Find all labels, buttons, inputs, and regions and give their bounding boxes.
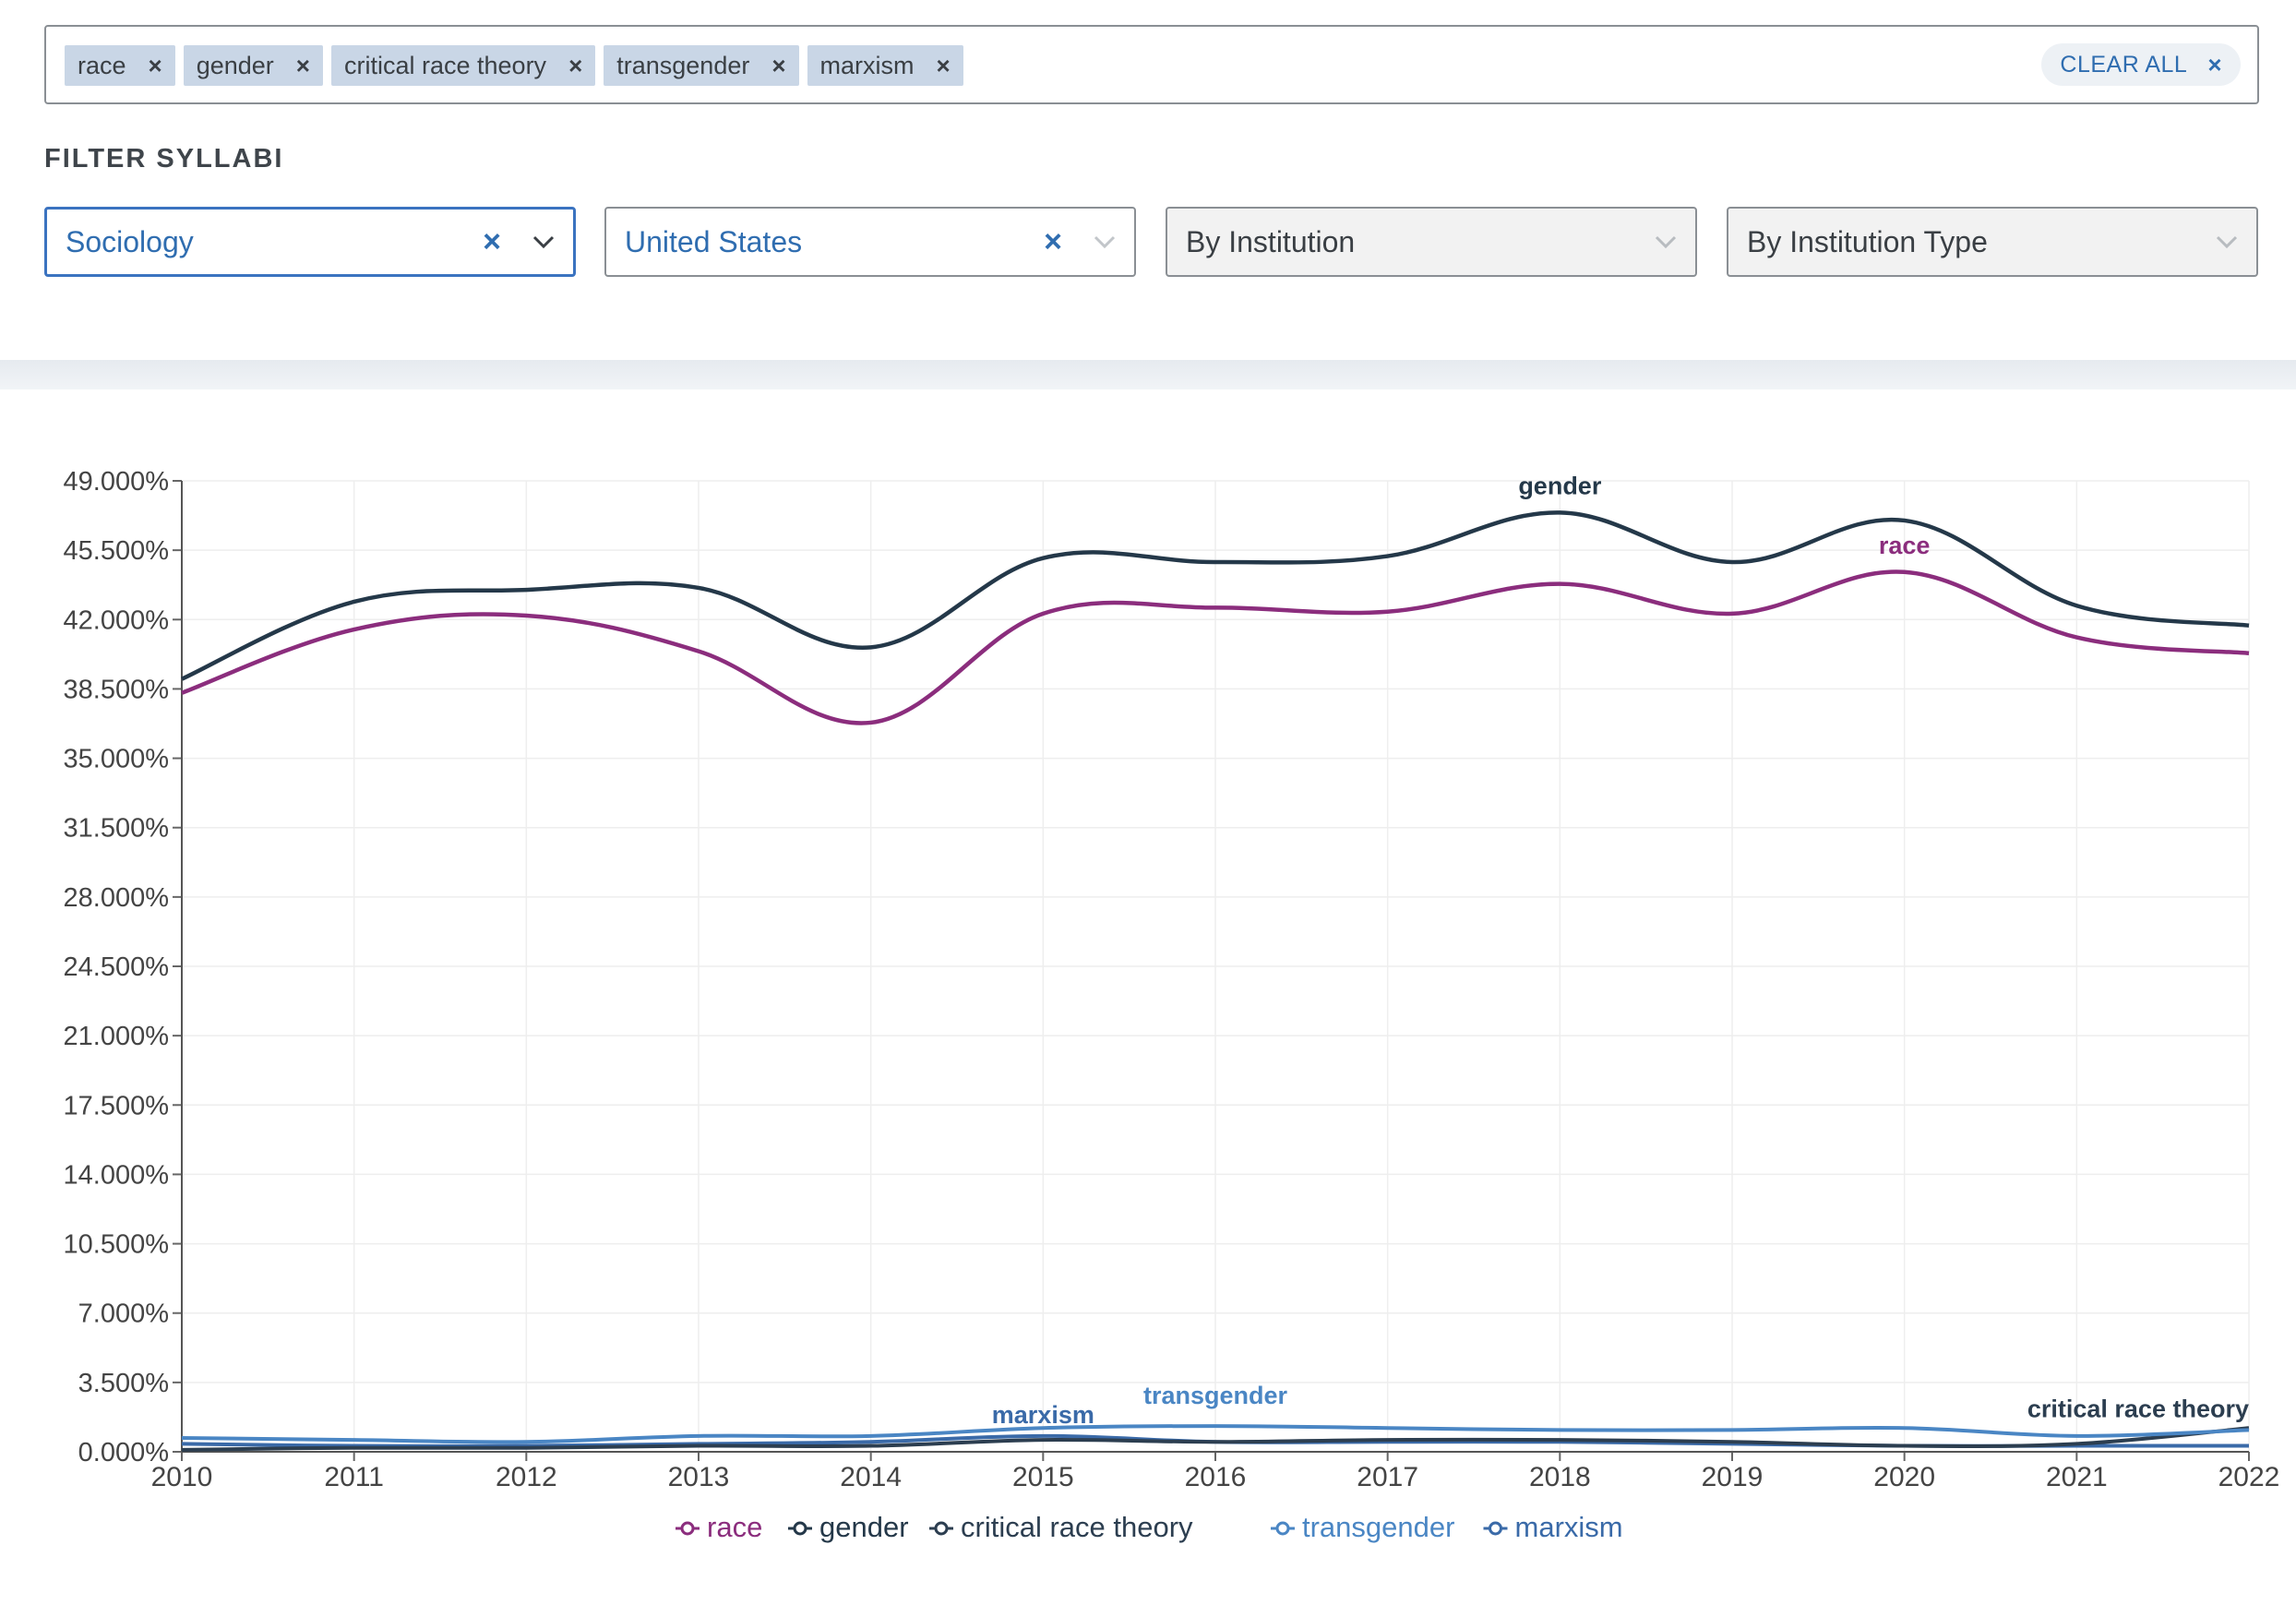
keyword-chips: race × gender × critical race theory × t… (65, 45, 963, 86)
field-clear-icon[interactable]: × (483, 223, 501, 259)
annotation-race: race (1879, 532, 1931, 559)
chip-label: marxism (819, 51, 915, 79)
clear-all-icon: × (2207, 50, 2222, 78)
legend-marker-icon (934, 1521, 949, 1536)
y-tick-label: 17.500% (64, 1091, 170, 1120)
field-select-value: Sociology (66, 224, 194, 258)
chip-race: race × (65, 45, 175, 86)
legend-item-race[interactable]: race (676, 1511, 762, 1543)
legend-marker-icon (793, 1521, 807, 1536)
clear-all-button[interactable]: CLEAR ALL × (2041, 43, 2241, 86)
legend-label: transgender (1302, 1511, 1454, 1543)
y-tick-label: 10.500% (64, 1230, 170, 1260)
annotation-marxism: marxism (992, 1401, 1094, 1429)
legend-marker-icon (680, 1521, 695, 1536)
series-line-gender (181, 510, 2250, 681)
country-clear-icon[interactable]: × (1044, 223, 1062, 259)
keyword-search-box[interactable]: race × gender × critical race theory × t… (44, 25, 2259, 104)
chip-remove-icon[interactable]: × (148, 51, 162, 79)
legend-label: race (707, 1511, 762, 1543)
y-tick-label: 31.500% (64, 814, 170, 844)
legend-item-transgender[interactable]: transgender (1271, 1511, 1454, 1543)
x-tick-label: 2019 (1702, 1462, 1764, 1492)
x-tick-label: 2018 (1529, 1462, 1591, 1492)
field-select[interactable]: Sociology × (44, 207, 576, 277)
y-tick-label: 14.000% (64, 1160, 170, 1190)
legend-label: gender (819, 1511, 909, 1543)
annotation-transgender: transgender (1143, 1382, 1288, 1409)
x-tick-label: 2015 (1012, 1462, 1074, 1492)
institution-type-select-value: By Institution Type (1747, 224, 1988, 258)
x-tick-label: 2012 (496, 1462, 557, 1492)
x-tick-label: 2021 (2046, 1462, 2108, 1492)
y-tick-label: 42.000% (64, 605, 170, 635)
chevron-down-icon[interactable] (2216, 231, 2238, 253)
institution-type-select[interactable]: By Institution Type (1727, 207, 2258, 277)
series-line-critical-race-theory (181, 1426, 2250, 1452)
filter-syllabi-heading: FILTER SYLLABI (44, 144, 284, 174)
y-tick-label: 35.000% (64, 745, 170, 774)
chip-remove-icon[interactable]: × (568, 51, 583, 79)
x-tick-label: 2020 (1873, 1462, 1935, 1492)
legend-item-critical-race-theory[interactable]: critical race theory (929, 1511, 1193, 1543)
legend-marker-icon (1275, 1521, 1290, 1536)
x-tick-label: 2016 (1185, 1462, 1247, 1492)
chevron-down-icon[interactable] (1094, 231, 1116, 253)
x-tick-label: 2013 (668, 1462, 730, 1492)
x-tick-label: 2011 (324, 1462, 384, 1492)
legend-marker-icon (1489, 1521, 1502, 1536)
y-tick-label: 38.500% (64, 675, 170, 704)
chip-marxism: marxism × (807, 45, 963, 86)
chip-gender: gender × (183, 45, 323, 86)
filter-panel: race × gender × critical race theory × t… (0, 0, 2296, 360)
annotation-gender: gender (1518, 472, 1602, 499)
chip-remove-icon[interactable]: × (771, 51, 786, 79)
legend-label: critical race theory (961, 1511, 1193, 1543)
legend-item-marxism[interactable]: marxism (1483, 1511, 1623, 1543)
chart-container: 0.000% 3.500% 7.000% 10.500% 14.000% 17.500% 2… (0, 389, 2296, 1600)
chip-label: transgender (616, 51, 750, 79)
y-tick-label: 0.000% (78, 1438, 169, 1467)
chevron-down-icon[interactable] (532, 231, 555, 253)
x-tick-label: 2022 (2218, 1462, 2280, 1492)
institution-select[interactable]: By Institution (1166, 207, 1697, 277)
y-tick-label: 7.000% (78, 1300, 169, 1329)
line-chart: 0.000% 3.500% 7.000% 10.500% 14.000% 17.500% 2… (64, 467, 2280, 1543)
chip-transgender: transgender × (604, 45, 799, 86)
chevron-down-icon[interactable] (1655, 231, 1677, 253)
institution-select-value: By Institution (1186, 224, 1356, 258)
chip-critical-race-theory: critical race theory × (330, 45, 596, 86)
series-line-transgender (181, 1424, 2250, 1444)
y-tick-label: 49.000% (64, 467, 170, 497)
country-select-value: United States (625, 224, 803, 258)
y-tick-label: 28.000% (64, 883, 170, 913)
country-select[interactable]: United States × (604, 207, 1136, 277)
panel-divider (0, 360, 2296, 389)
clear-all-label: CLEAR ALL (2060, 51, 2188, 78)
chip-remove-icon[interactable]: × (295, 51, 310, 79)
chip-label: race (78, 51, 126, 79)
annotation-critical-race-theory: critical race theory (2027, 1395, 2249, 1423)
y-tick-label: 3.500% (78, 1369, 169, 1398)
legend-item-gender[interactable]: gender (788, 1511, 909, 1543)
x-tick-label: 2014 (840, 1462, 902, 1492)
series-line-race (181, 569, 2250, 725)
y-tick-label: 21.000% (64, 1022, 170, 1051)
chip-label: critical race theory (343, 51, 547, 79)
y-tick-label: 45.500% (64, 536, 170, 566)
x-tick-label: 2010 (151, 1462, 213, 1492)
legend-label: marxism (1515, 1511, 1623, 1543)
y-tick-label: 24.500% (64, 952, 170, 982)
x-tick-label: 2017 (1357, 1462, 1418, 1492)
chip-label: gender (196, 51, 274, 79)
chip-remove-icon[interactable]: × (936, 51, 951, 79)
